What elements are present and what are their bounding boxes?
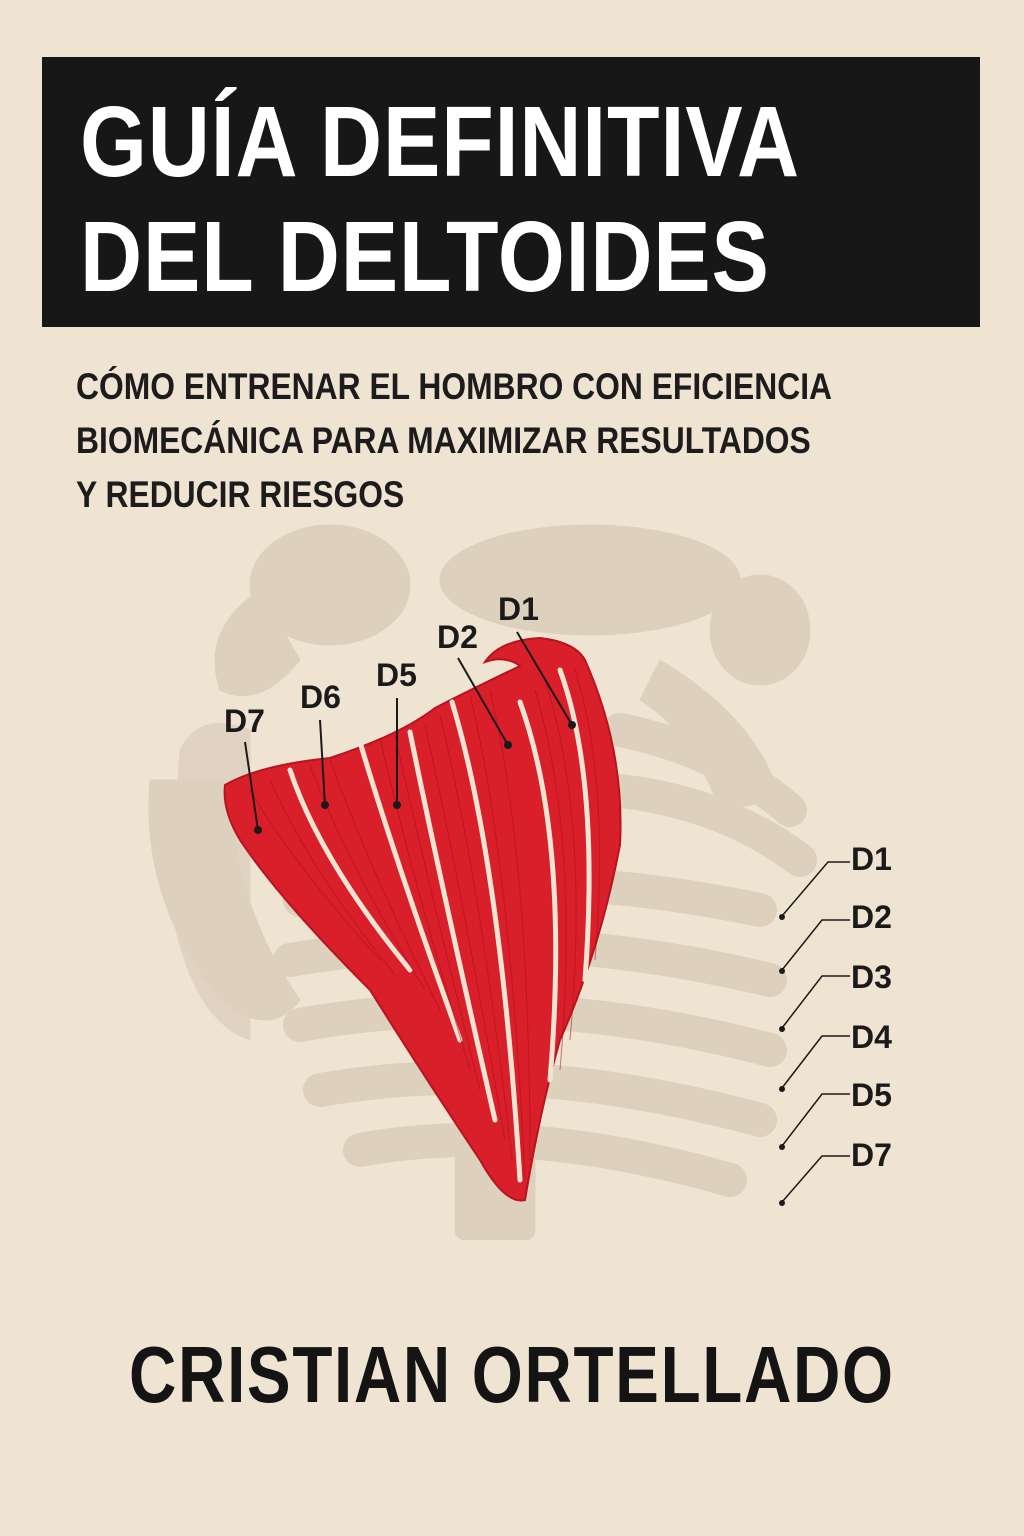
title-line-2: DEL DELTOIDES [80,201,770,313]
legend-d4: D4 [851,1019,892,1055]
subtitle-line-2: BIOMECÁNICA PARA MAXIMIZAR RESULTADOS [76,420,811,461]
legend-d1: D1 [851,841,892,877]
author-text: CRISTIAN ORTELLADO [129,1330,895,1419]
subtitle-line-3: Y REDUCIR RIESGOS [76,474,405,515]
muscle-labels [244,631,576,834]
label-d7: D7 [224,703,265,739]
label-d6: D6 [300,679,341,715]
legend: D1 D2 D3 D4 D5 D7 [779,841,892,1206]
subtitle: CÓMO ENTRENAR EL HOMBRO CON EFICIENCIA B… [76,360,976,522]
title-line-1: GUÍA DEFINITIVA [80,86,801,198]
author-name: CRISTIAN ORTELLADO [0,1325,1024,1425]
label-d1: D1 [498,591,539,627]
legend-d5: D5 [851,1077,892,1113]
label-d5: D5 [376,657,417,693]
legend-d2: D2 [851,899,892,935]
subtitle-line-1: CÓMO ENTRENAR EL HOMBRO CON EFICIENCIA [76,366,833,407]
legend-d3: D3 [851,959,892,995]
deltoid-illustration: D1 D2 D5 D6 D7 D1 D2 D3 D4 D5 [148,524,892,1240]
label-d2: D2 [437,619,478,655]
title-band: GUÍA DEFINITIVA DEL DELTOIDES [42,57,980,327]
deltoid-muscle [223,636,622,1202]
legend-d7: D7 [851,1137,892,1173]
